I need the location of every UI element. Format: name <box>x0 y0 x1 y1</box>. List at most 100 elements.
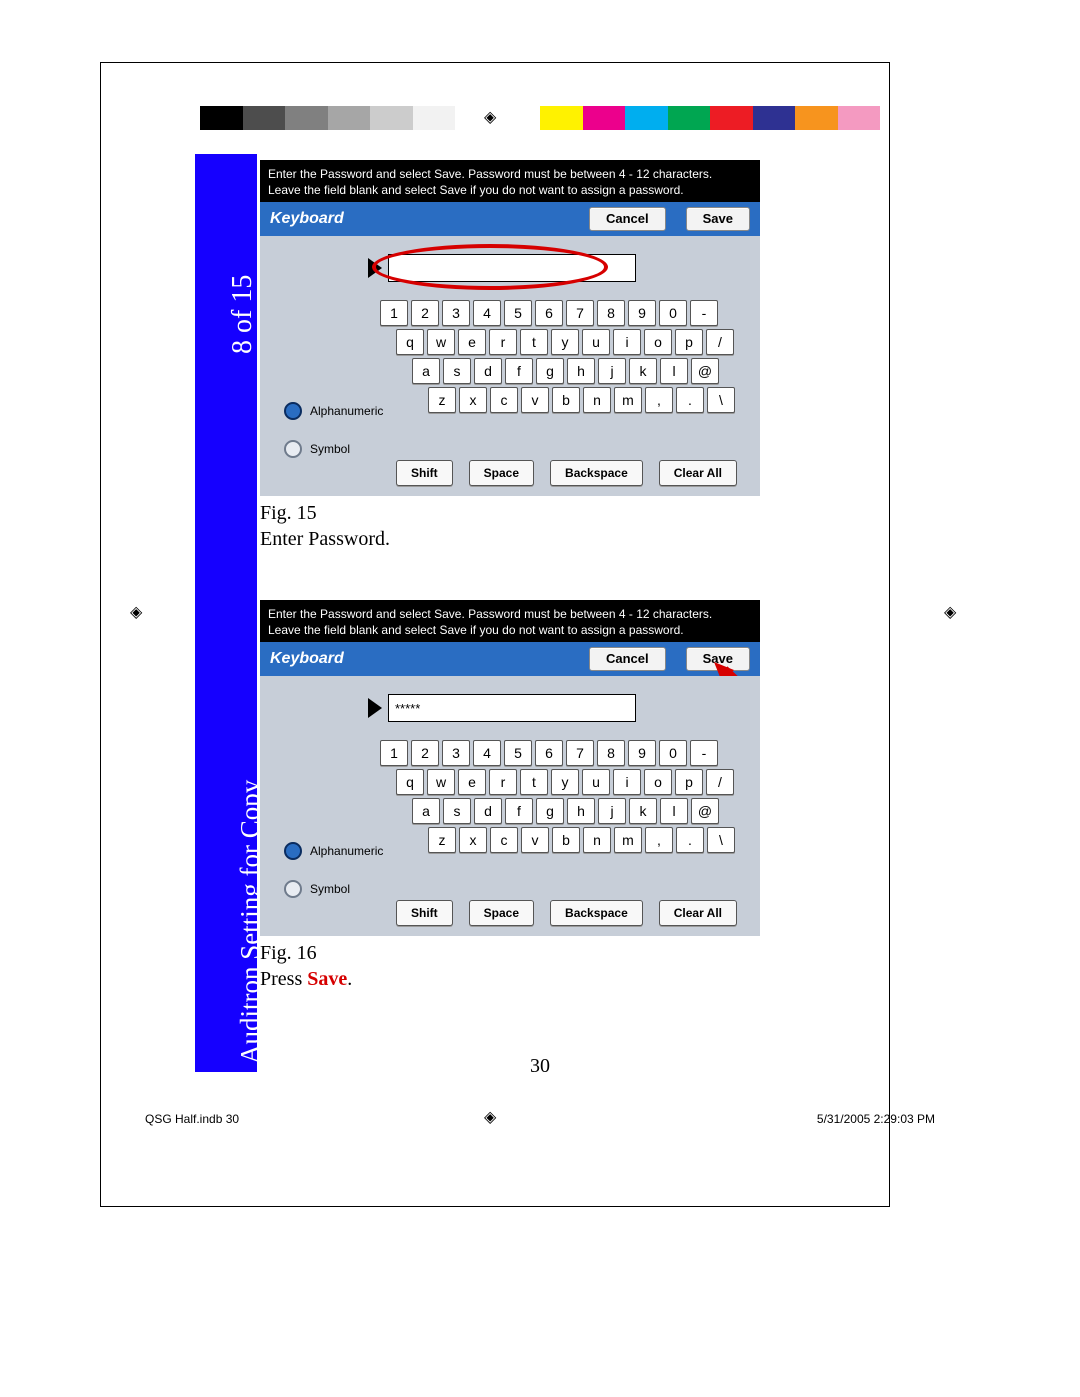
key-j[interactable]: j <box>598 358 626 384</box>
key-i[interactable]: i <box>613 329 641 355</box>
key-i[interactable]: i <box>613 769 641 795</box>
space-button[interactable]: Space <box>469 460 534 486</box>
key-4[interactable]: 4 <box>473 300 501 326</box>
key--[interactable]: - <box>690 300 718 326</box>
key-7[interactable]: 7 <box>566 300 594 326</box>
key-y[interactable]: y <box>551 329 579 355</box>
key-t[interactable]: t <box>520 329 548 355</box>
key-x[interactable]: x <box>459 827 487 853</box>
key-m[interactable]: m <box>614 827 642 853</box>
key-m[interactable]: m <box>614 387 642 413</box>
key-9[interactable]: 9 <box>628 740 656 766</box>
mode-alphanumeric[interactable]: Alphanumeric <box>284 402 383 420</box>
key-g[interactable]: g <box>536 358 564 384</box>
mode-symbol[interactable]: Symbol <box>284 880 383 898</box>
key-u[interactable]: u <box>582 329 610 355</box>
key-9[interactable]: 9 <box>628 300 656 326</box>
key-d[interactable]: d <box>474 358 502 384</box>
mode-alphanumeric[interactable]: Alphanumeric <box>284 842 383 860</box>
key-\[interactable]: \ <box>707 827 735 853</box>
key-o[interactable]: o <box>644 329 672 355</box>
key-s[interactable]: s <box>443 798 471 824</box>
key-z[interactable]: z <box>428 827 456 853</box>
key-r[interactable]: r <box>489 329 517 355</box>
key-1[interactable]: 1 <box>380 300 408 326</box>
key-a[interactable]: a <box>412 798 440 824</box>
key-\[interactable]: \ <box>707 387 735 413</box>
key-/[interactable]: / <box>706 769 734 795</box>
clear-button[interactable]: Clear All <box>659 900 737 926</box>
key-x[interactable]: x <box>459 387 487 413</box>
key-s[interactable]: s <box>443 358 471 384</box>
key-3[interactable]: 3 <box>442 300 470 326</box>
key-.[interactable]: . <box>676 827 704 853</box>
key-r[interactable]: r <box>489 769 517 795</box>
key-t[interactable]: t <box>520 769 548 795</box>
key-q[interactable]: q <box>396 329 424 355</box>
key-v[interactable]: v <box>521 387 549 413</box>
backspace-button[interactable]: Backspace <box>550 900 643 926</box>
key-o[interactable]: o <box>644 769 672 795</box>
key-8[interactable]: 8 <box>597 300 625 326</box>
key-p[interactable]: p <box>675 329 703 355</box>
key-6[interactable]: 6 <box>535 300 563 326</box>
mode-symbol[interactable]: Symbol <box>284 440 383 458</box>
key-h[interactable]: h <box>567 358 595 384</box>
key-g[interactable]: g <box>536 798 564 824</box>
key-2[interactable]: 2 <box>411 300 439 326</box>
key-h[interactable]: h <box>567 798 595 824</box>
key-j[interactable]: j <box>598 798 626 824</box>
key-2[interactable]: 2 <box>411 740 439 766</box>
cancel-button[interactable]: Cancel <box>589 647 666 671</box>
key-e[interactable]: e <box>458 329 486 355</box>
shift-button[interactable]: Shift <box>396 460 453 486</box>
key-4[interactable]: 4 <box>473 740 501 766</box>
key-@[interactable]: @ <box>691 798 719 824</box>
clear-button[interactable]: Clear All <box>659 460 737 486</box>
space-button[interactable]: Space <box>469 900 534 926</box>
key-y[interactable]: y <box>551 769 579 795</box>
key-u[interactable]: u <box>582 769 610 795</box>
key-f[interactable]: f <box>505 798 533 824</box>
key-b[interactable]: b <box>552 827 580 853</box>
key-6[interactable]: 6 <box>535 740 563 766</box>
key-b[interactable]: b <box>552 387 580 413</box>
key-k[interactable]: k <box>629 798 657 824</box>
key-3[interactable]: 3 <box>442 740 470 766</box>
shift-button[interactable]: Shift <box>396 900 453 926</box>
key-w[interactable]: w <box>427 329 455 355</box>
save-button[interactable]: Save <box>686 207 750 231</box>
password-input[interactable] <box>388 254 636 282</box>
key-,[interactable]: , <box>645 827 673 853</box>
key-1[interactable]: 1 <box>380 740 408 766</box>
key-,[interactable]: , <box>645 387 673 413</box>
key-q[interactable]: q <box>396 769 424 795</box>
key-l[interactable]: l <box>660 798 688 824</box>
key-8[interactable]: 8 <box>597 740 625 766</box>
backspace-button[interactable]: Backspace <box>550 460 643 486</box>
key-0[interactable]: 0 <box>659 740 687 766</box>
key-n[interactable]: n <box>583 387 611 413</box>
key-.[interactable]: . <box>676 387 704 413</box>
key-k[interactable]: k <box>629 358 657 384</box>
key-l[interactable]: l <box>660 358 688 384</box>
key-7[interactable]: 7 <box>566 740 594 766</box>
key-5[interactable]: 5 <box>504 740 532 766</box>
key--[interactable]: - <box>690 740 718 766</box>
key-d[interactable]: d <box>474 798 502 824</box>
key-5[interactable]: 5 <box>504 300 532 326</box>
cancel-button[interactable]: Cancel <box>589 207 666 231</box>
save-button[interactable]: Save <box>686 647 750 671</box>
key-w[interactable]: w <box>427 769 455 795</box>
key-z[interactable]: z <box>428 387 456 413</box>
key-v[interactable]: v <box>521 827 549 853</box>
key-0[interactable]: 0 <box>659 300 687 326</box>
key-c[interactable]: c <box>490 827 518 853</box>
key-/[interactable]: / <box>706 329 734 355</box>
password-input[interactable] <box>388 694 636 722</box>
key-f[interactable]: f <box>505 358 533 384</box>
key-e[interactable]: e <box>458 769 486 795</box>
key-p[interactable]: p <box>675 769 703 795</box>
key-c[interactable]: c <box>490 387 518 413</box>
key-@[interactable]: @ <box>691 358 719 384</box>
